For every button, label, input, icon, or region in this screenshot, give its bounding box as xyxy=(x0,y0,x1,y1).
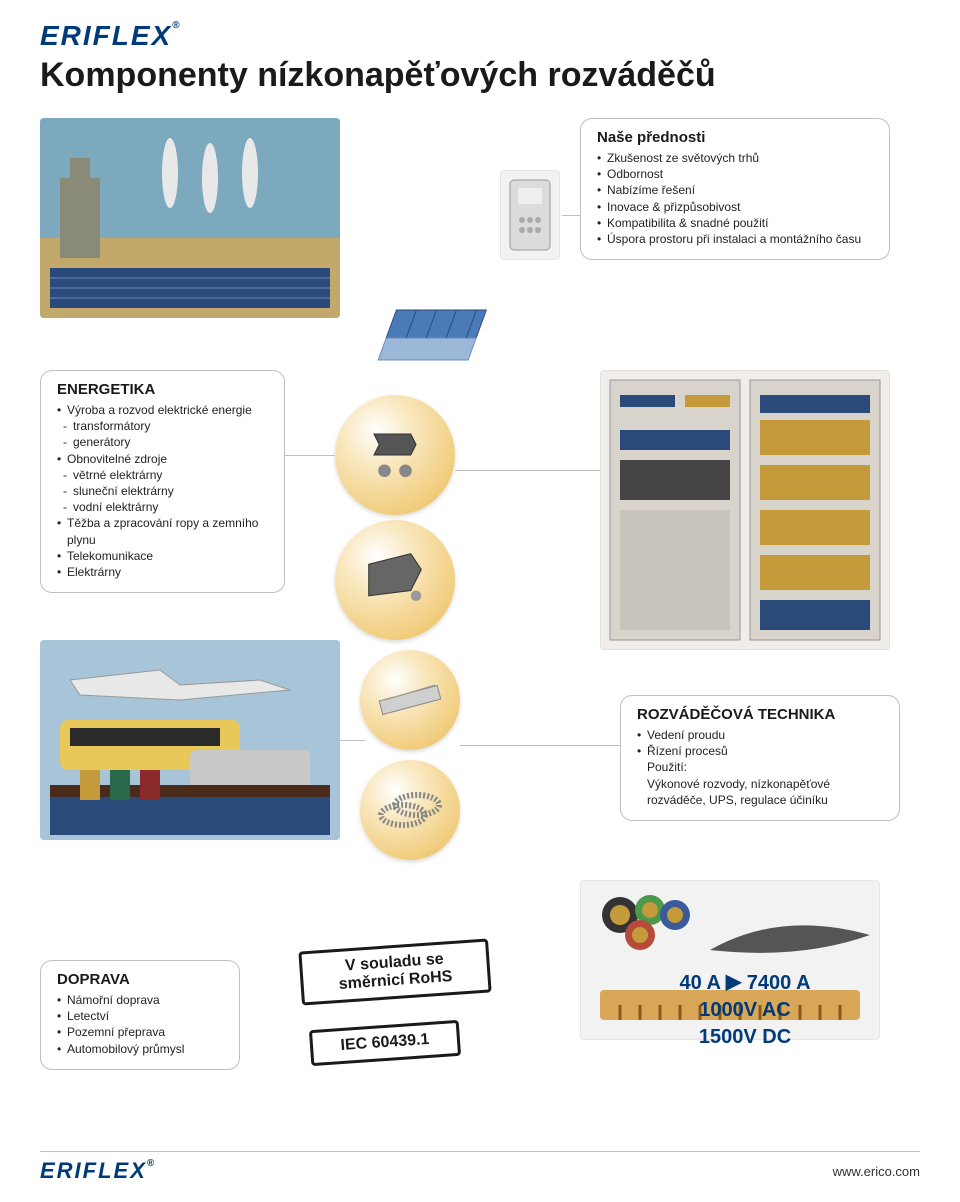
image-transport xyxy=(40,640,340,840)
box-switchgear-usage-text: Výkonové rozvody, nízkonapěťové rozváděč… xyxy=(637,776,883,808)
illustration-device xyxy=(500,170,560,260)
list-item: Námořní doprava xyxy=(57,992,223,1008)
list-item: Zkušenost ze světových trhů xyxy=(597,150,873,166)
box-advantages: Naše přednosti Zkušenost ze světových tr… xyxy=(580,118,890,260)
product-circle-busbar-1 xyxy=(335,395,455,515)
ratings-block: 40 A ▶ 7400 A 1000V AC 1500V DC xyxy=(620,970,870,1051)
list-item: Letectví xyxy=(57,1008,223,1024)
stamp-iec: IEC 60439.1 xyxy=(309,1020,461,1066)
connector-line xyxy=(460,745,620,746)
box-transport: DOPRAVA Námořní doprava Letectví Pozemní… xyxy=(40,960,240,1070)
footer-brand-text: ERIFLEX xyxy=(40,1158,147,1183)
footer-logo: ERIFLEX® xyxy=(40,1158,156,1184)
box-energy-list: Výroba a rozvod elektrické energie trans… xyxy=(57,402,268,580)
connector-line xyxy=(285,455,335,456)
list-item: Výroba a rozvod elektrické energie xyxy=(57,402,268,418)
list-item: Vedení proudu xyxy=(637,727,883,743)
image-switchgear-cabinet xyxy=(600,370,890,650)
list-item: Elektrárny xyxy=(57,564,268,580)
list-item: transformátory xyxy=(57,418,268,434)
list-item: Odbornost xyxy=(597,166,873,182)
ratings-current-low: 40 A xyxy=(679,972,720,994)
ratings-line-3: 1500V DC xyxy=(620,1024,870,1051)
box-advantages-list: Zkušenost ze světových trhů Odbornost Na… xyxy=(597,150,873,247)
illustration-module xyxy=(370,300,500,370)
box-switchgear-list: Vedení proudu Řízení procesů xyxy=(637,727,883,759)
footer-url: www.erico.com xyxy=(833,1164,920,1179)
list-item: Nabízíme řešení xyxy=(597,182,873,198)
connector-line xyxy=(455,470,600,471)
list-item: Obnovitelné zdroje xyxy=(57,451,268,467)
list-item: Pozemní přeprava xyxy=(57,1024,223,1040)
list-item: větrné elektrárny xyxy=(57,467,268,483)
list-item: Inovace & přizpůsobivost xyxy=(597,199,873,215)
box-transport-list: Námořní doprava Letectví Pozemní přeprav… xyxy=(57,992,223,1057)
product-circle-busbar-2 xyxy=(335,520,455,640)
box-switchgear-usage-label: Použití: xyxy=(637,759,883,775)
brand-text: ERIFLEX xyxy=(40,20,172,51)
list-item: Úspora prostoru při instalaci a montážní… xyxy=(597,231,873,247)
stamp-rohs-text: V souladu se směrnicí RoHS xyxy=(338,951,453,993)
box-switchgear: ROZVÁDĚČOVÁ TECHNIKA Vedení proudu Řízen… xyxy=(620,695,900,821)
list-item: Těžba a zpracování ropy a zemního plynu xyxy=(57,515,268,547)
ratings-current-high: 7400 A xyxy=(747,972,811,994)
arrow-right-icon: ▶ xyxy=(726,969,741,996)
list-item: Automobilový průmysl xyxy=(57,1041,223,1057)
box-advantages-title: Naše přednosti xyxy=(597,129,873,146)
connector-line xyxy=(340,740,365,741)
list-item: generátory xyxy=(57,434,268,450)
list-item: Řízení procesů xyxy=(637,743,883,759)
brand-reg-mark: ® xyxy=(172,20,181,31)
brand-logo: ERIFLEX® xyxy=(40,20,920,52)
page-title: Komponenty nízkonapěťových rozváděčů xyxy=(40,56,920,95)
stamp-rohs: V souladu se směrnicí RoHS xyxy=(298,938,491,1005)
product-circle-din-rail xyxy=(360,650,460,750)
list-item: vodní elektrárny xyxy=(57,499,268,515)
list-item: sluneční elektrárny xyxy=(57,483,268,499)
ratings-line-1: 40 A ▶ 7400 A xyxy=(620,970,870,997)
connector-line xyxy=(562,215,580,216)
footer-reg-mark: ® xyxy=(147,1158,156,1169)
box-energy-title: ENERGETIKA xyxy=(57,381,268,398)
list-item: Telekomunikace xyxy=(57,548,268,564)
box-transport-title: DOPRAVA xyxy=(57,971,223,988)
product-circle-braid xyxy=(360,760,460,860)
page-footer: ERIFLEX® www.erico.com xyxy=(40,1151,920,1184)
stamp-iec-text: IEC 60439.1 xyxy=(340,1031,430,1054)
box-switchgear-title: ROZVÁDĚČOVÁ TECHNIKA xyxy=(637,706,883,723)
ratings-line-2: 1000V AC xyxy=(620,997,870,1024)
box-energy: ENERGETIKA Výroba a rozvod elektrické en… xyxy=(40,370,285,593)
image-energy xyxy=(40,118,340,318)
list-item: Kompatibilita & snadné použití xyxy=(597,215,873,231)
